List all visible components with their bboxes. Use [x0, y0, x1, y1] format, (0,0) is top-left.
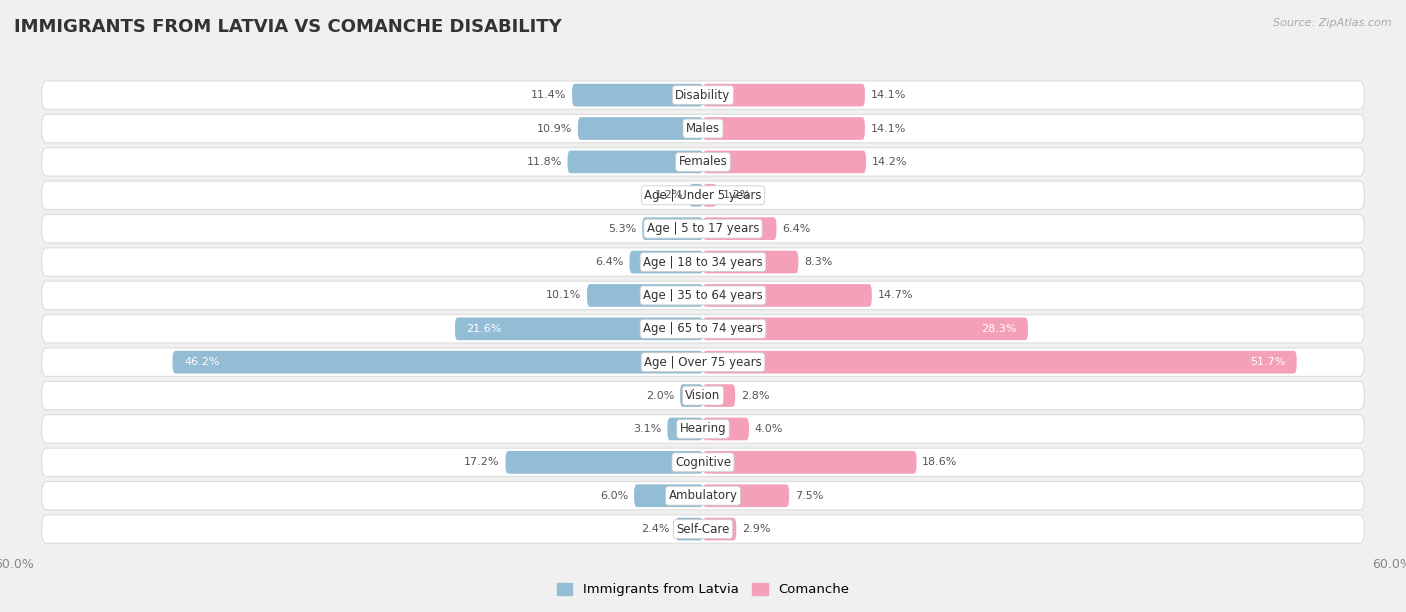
Text: 6.0%: 6.0%	[600, 491, 628, 501]
FancyBboxPatch shape	[42, 147, 1364, 176]
FancyBboxPatch shape	[703, 117, 865, 140]
Text: 5.3%: 5.3%	[609, 223, 637, 234]
Text: Ambulatory: Ambulatory	[668, 489, 738, 502]
Text: 11.8%: 11.8%	[526, 157, 562, 167]
Text: 28.3%: 28.3%	[981, 324, 1017, 334]
FancyBboxPatch shape	[42, 515, 1364, 543]
FancyBboxPatch shape	[703, 84, 865, 106]
Text: 11.4%: 11.4%	[531, 90, 567, 100]
FancyBboxPatch shape	[42, 282, 1364, 310]
FancyBboxPatch shape	[630, 251, 703, 274]
FancyBboxPatch shape	[703, 251, 799, 274]
Text: Age | 18 to 34 years: Age | 18 to 34 years	[643, 256, 763, 269]
Text: 3.1%: 3.1%	[634, 424, 662, 434]
FancyBboxPatch shape	[506, 451, 703, 474]
FancyBboxPatch shape	[578, 117, 703, 140]
FancyBboxPatch shape	[703, 284, 872, 307]
Text: 2.4%: 2.4%	[641, 524, 669, 534]
FancyBboxPatch shape	[568, 151, 703, 173]
FancyBboxPatch shape	[703, 518, 737, 540]
Text: Cognitive: Cognitive	[675, 456, 731, 469]
Text: 2.8%: 2.8%	[741, 390, 769, 401]
Text: 14.1%: 14.1%	[870, 90, 905, 100]
Text: 1.2%: 1.2%	[655, 190, 683, 200]
FancyBboxPatch shape	[456, 318, 703, 340]
FancyBboxPatch shape	[703, 318, 1028, 340]
Text: 14.2%: 14.2%	[872, 157, 907, 167]
Text: Vision: Vision	[685, 389, 721, 402]
Text: 14.1%: 14.1%	[870, 124, 905, 133]
Text: Source: ZipAtlas.com: Source: ZipAtlas.com	[1274, 18, 1392, 28]
Text: 17.2%: 17.2%	[464, 457, 499, 468]
FancyBboxPatch shape	[588, 284, 703, 307]
FancyBboxPatch shape	[689, 184, 703, 207]
FancyBboxPatch shape	[703, 384, 735, 407]
Text: 2.9%: 2.9%	[742, 524, 770, 534]
FancyBboxPatch shape	[703, 351, 1296, 373]
Text: Age | 5 to 17 years: Age | 5 to 17 years	[647, 222, 759, 235]
FancyBboxPatch shape	[42, 181, 1364, 209]
Text: 10.1%: 10.1%	[546, 291, 581, 300]
Text: 4.0%: 4.0%	[755, 424, 783, 434]
Text: 7.5%: 7.5%	[794, 491, 824, 501]
FancyBboxPatch shape	[572, 84, 703, 106]
Text: 1.2%: 1.2%	[723, 190, 751, 200]
FancyBboxPatch shape	[42, 315, 1364, 343]
Text: 6.4%: 6.4%	[782, 223, 811, 234]
Text: Males: Males	[686, 122, 720, 135]
FancyBboxPatch shape	[703, 217, 776, 240]
Text: Hearing: Hearing	[679, 422, 727, 436]
FancyBboxPatch shape	[675, 518, 703, 540]
Text: 46.2%: 46.2%	[184, 357, 219, 367]
Text: Self-Care: Self-Care	[676, 523, 730, 536]
Text: 6.4%: 6.4%	[595, 257, 624, 267]
FancyBboxPatch shape	[703, 151, 866, 173]
Text: Age | 35 to 64 years: Age | 35 to 64 years	[643, 289, 763, 302]
Text: IMMIGRANTS FROM LATVIA VS COMANCHE DISABILITY: IMMIGRANTS FROM LATVIA VS COMANCHE DISAB…	[14, 18, 562, 36]
FancyBboxPatch shape	[42, 214, 1364, 243]
FancyBboxPatch shape	[42, 381, 1364, 410]
Text: 51.7%: 51.7%	[1250, 357, 1285, 367]
FancyBboxPatch shape	[173, 351, 703, 373]
Text: Age | 65 to 74 years: Age | 65 to 74 years	[643, 323, 763, 335]
FancyBboxPatch shape	[703, 484, 789, 507]
Text: 21.6%: 21.6%	[467, 324, 502, 334]
Text: 8.3%: 8.3%	[804, 257, 832, 267]
FancyBboxPatch shape	[42, 248, 1364, 276]
FancyBboxPatch shape	[42, 348, 1364, 376]
FancyBboxPatch shape	[42, 114, 1364, 143]
FancyBboxPatch shape	[42, 448, 1364, 477]
Text: 2.0%: 2.0%	[645, 390, 675, 401]
FancyBboxPatch shape	[668, 417, 703, 440]
FancyBboxPatch shape	[681, 384, 703, 407]
Text: Females: Females	[679, 155, 727, 168]
FancyBboxPatch shape	[643, 217, 703, 240]
FancyBboxPatch shape	[634, 484, 703, 507]
FancyBboxPatch shape	[42, 482, 1364, 510]
Legend: Immigrants from Latvia, Comanche: Immigrants from Latvia, Comanche	[551, 578, 855, 602]
FancyBboxPatch shape	[42, 415, 1364, 443]
Text: 10.9%: 10.9%	[537, 124, 572, 133]
FancyBboxPatch shape	[703, 451, 917, 474]
FancyBboxPatch shape	[703, 184, 717, 207]
Text: 18.6%: 18.6%	[922, 457, 957, 468]
Text: Disability: Disability	[675, 89, 731, 102]
Text: 14.7%: 14.7%	[877, 291, 912, 300]
Text: Age | Under 5 years: Age | Under 5 years	[644, 188, 762, 202]
Text: Age | Over 75 years: Age | Over 75 years	[644, 356, 762, 368]
FancyBboxPatch shape	[42, 81, 1364, 110]
FancyBboxPatch shape	[703, 417, 749, 440]
